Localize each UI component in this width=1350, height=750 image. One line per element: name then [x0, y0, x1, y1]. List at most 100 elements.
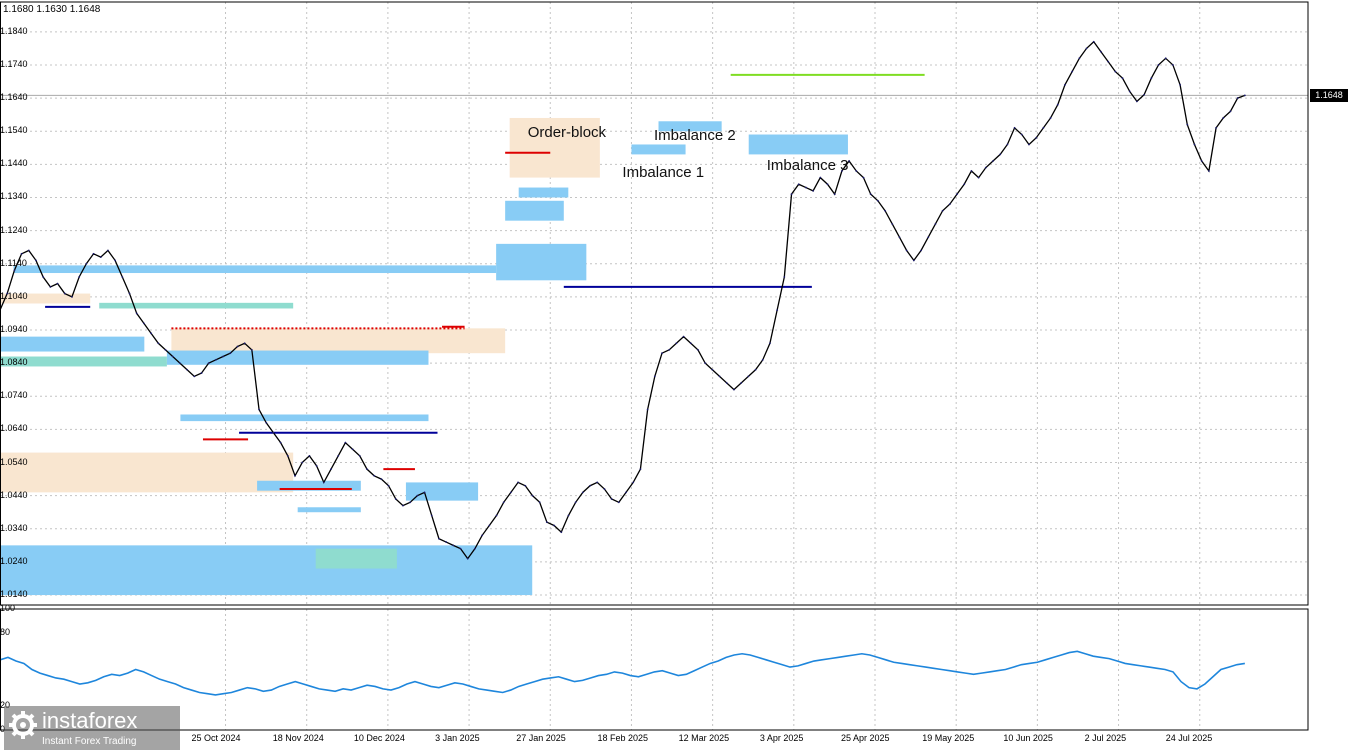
current-price-tag: 1.1648 [1310, 89, 1348, 102]
price-point [747, 375, 750, 378]
price-point [1136, 100, 1138, 103]
support-zone [315, 548, 397, 569]
x-tick-label: 19 May 2025 [922, 733, 975, 743]
price-point [603, 488, 606, 490]
zones-layer [0, 117, 848, 596]
price-point [819, 176, 822, 179]
price-point [1013, 127, 1016, 129]
price-point [351, 448, 354, 451]
price-point [589, 484, 591, 487]
price-point [358, 455, 361, 457]
price-point [438, 537, 440, 540]
price-point [92, 252, 95, 255]
price-point [63, 292, 66, 295]
price-point [869, 193, 872, 196]
support-zone [99, 302, 294, 309]
levels-layer [0, 73, 1308, 491]
price-point [1064, 83, 1066, 86]
price-point [85, 262, 88, 265]
imbalance-zone [405, 482, 479, 501]
price-point [553, 524, 555, 527]
price-point [826, 183, 829, 186]
price-point [1114, 70, 1117, 73]
y-tick-label: 1.1240 [0, 224, 28, 235]
price-point [27, 249, 30, 252]
price-point [999, 153, 1002, 156]
price-point [474, 547, 476, 550]
price-point [164, 348, 167, 351]
brand-logo: instaforex Instant Forex Trading [4, 706, 180, 750]
price-point [689, 342, 692, 345]
x-tick-label: 18 Nov 2024 [272, 733, 324, 743]
price-point [876, 199, 879, 202]
indicator-line [0, 650, 1245, 696]
price-point [380, 478, 383, 480]
price-point [1200, 160, 1203, 162]
y-tick-label: 1.0240 [0, 555, 28, 566]
ohlc-readout: 1.1680 1.1630 1.1648 [3, 4, 101, 15]
y-tick-label: 1.1440 [0, 158, 28, 169]
order-block-zone [509, 117, 600, 178]
price-point [430, 514, 433, 517]
price-point [481, 534, 484, 537]
price-point [423, 491, 426, 494]
price-point [934, 223, 937, 225]
price-point [891, 223, 894, 225]
x-tick-label: 10 Dec 2024 [353, 733, 405, 743]
price-point [517, 481, 519, 484]
price-point [1107, 60, 1110, 63]
price-point [42, 276, 45, 278]
price-point [740, 382, 743, 384]
price-point [1121, 77, 1124, 80]
price-point [545, 521, 548, 524]
price-point [1006, 143, 1009, 146]
imbalance-zone [297, 507, 361, 513]
price-point [725, 382, 728, 384]
x-tick-label: 3 Apr 2025 [759, 733, 804, 743]
y-tick-label: 1.1840 [0, 25, 28, 36]
price-point [1020, 133, 1023, 136]
price-point [538, 501, 541, 504]
price-point [1215, 127, 1217, 129]
annotation-order-block: Order-block [527, 123, 607, 141]
price-point [459, 547, 462, 550]
price-point [948, 203, 951, 206]
price-point [99, 256, 102, 259]
price-point [1222, 117, 1225, 119]
price-point [1128, 90, 1131, 93]
indicator-series [0, 650, 1245, 696]
price-point [884, 209, 886, 212]
price-point [776, 309, 779, 312]
price-point [840, 170, 843, 172]
price-point [761, 358, 764, 361]
price-point [322, 481, 325, 484]
price-point [848, 160, 850, 162]
price-point [783, 276, 786, 278]
indicator-tick-label: 100 [0, 603, 16, 613]
price-point [495, 514, 498, 517]
y-tick-label: 1.1740 [0, 58, 28, 69]
price-point [970, 170, 973, 172]
order-block-zone [0, 293, 91, 304]
price-point [78, 276, 81, 278]
main-pane-frame [0, 1, 1309, 606]
imbalance-zone [0, 545, 533, 596]
price-point [1035, 136, 1038, 139]
y-tick-label: 1.1340 [0, 191, 28, 202]
y-tick-label: 1.0840 [0, 357, 28, 368]
price-point [812, 189, 815, 192]
price-point [107, 249, 109, 252]
support-zone [0, 356, 167, 367]
x-tick-label: 3 Jan 2025 [435, 733, 480, 743]
price-point [625, 491, 627, 494]
indicator-pane-frame [0, 608, 1309, 731]
price-point [1179, 83, 1181, 86]
price-point [114, 259, 117, 262]
price-point [402, 504, 404, 507]
price-point [286, 455, 289, 457]
price-point [581, 491, 584, 494]
brand-tagline: Instant Forex Trading [42, 736, 137, 747]
price-point [769, 342, 771, 345]
